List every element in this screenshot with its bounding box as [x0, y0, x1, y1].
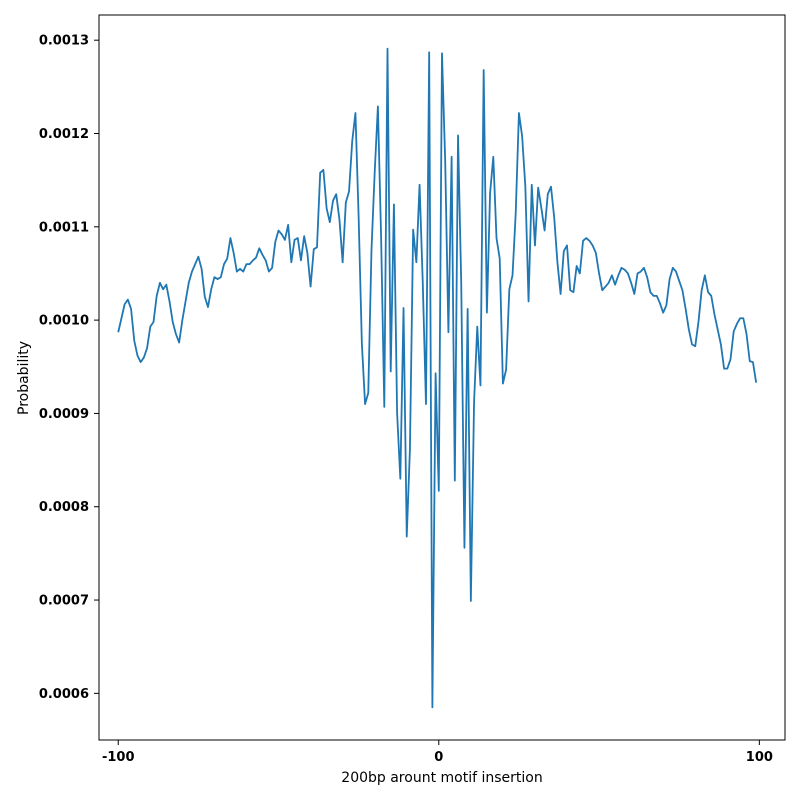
y-tick-label: 0.0011 [39, 220, 89, 235]
x-tick-label: 100 [746, 750, 773, 765]
x-tick-label: -100 [102, 750, 135, 765]
series-line-0 [117, 47, 758, 709]
y-tick-label: 0.0006 [39, 687, 89, 702]
x-tick-label: 0 [434, 750, 443, 765]
x-axis-label: 200bp arount motif insertion [341, 770, 542, 786]
plot-frame [98, 14, 786, 741]
y-tick-label: 0.0008 [39, 500, 89, 515]
x-axis: -100 0 100 [102, 740, 773, 765]
y-tick-label: 0.0009 [39, 407, 89, 422]
y-axis: 0.0006 0.0007 0.0008 0.0009 0.0010 0.0011 0.00… [39, 34, 99, 702]
y-tick-label: 0.0012 [39, 127, 89, 142]
y-tick-label: 0.0013 [39, 34, 89, 49]
y-tick-label: 0.0007 [39, 594, 89, 609]
y-axis-label: Probability [16, 341, 32, 415]
plot-area [98, 14, 786, 741]
y-tick-label: 0.0010 [39, 314, 89, 329]
